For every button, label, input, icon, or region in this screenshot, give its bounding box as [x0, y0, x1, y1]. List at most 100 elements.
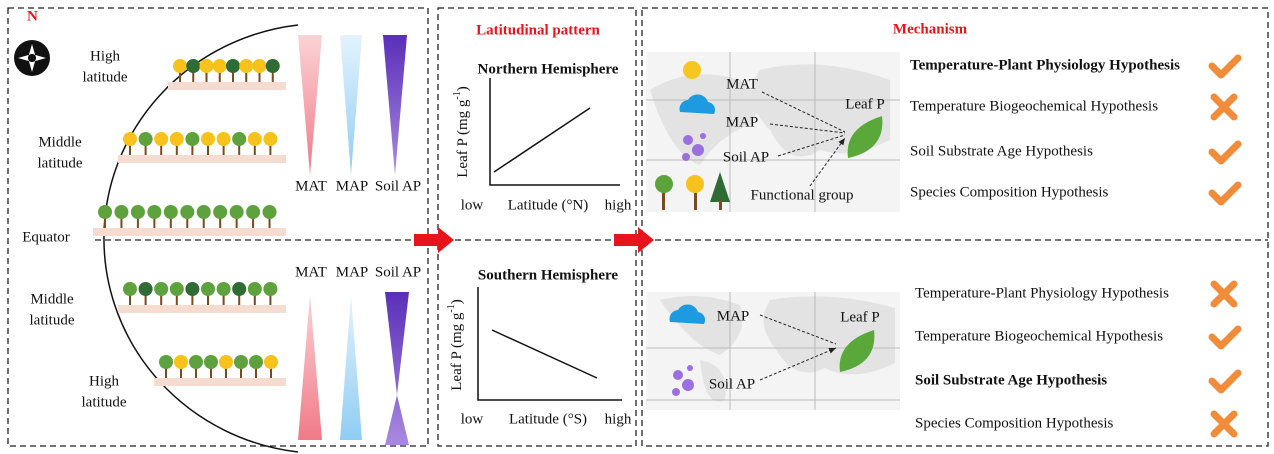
x-label: Latitude (°S)	[509, 411, 587, 427]
north-map: MAT MAP Soil AP Functional group Leaf P	[646, 52, 900, 212]
check-mark	[1208, 325, 1242, 350]
trunk	[160, 293, 163, 305]
crown	[216, 282, 231, 296]
trunk	[180, 366, 182, 378]
trunk	[218, 70, 221, 82]
trunk	[270, 366, 272, 378]
check-mark	[1208, 181, 1242, 206]
crown	[264, 355, 278, 369]
trunk	[175, 143, 178, 155]
trunk	[253, 143, 256, 155]
y-label: Leaf P (mg g-1)	[452, 86, 471, 178]
crown	[154, 282, 169, 296]
x-low: low	[461, 411, 484, 427]
trunk	[238, 143, 241, 155]
crown	[212, 59, 227, 73]
check-mark	[1208, 54, 1242, 79]
crown	[163, 205, 178, 219]
crown	[229, 205, 244, 219]
trunk	[225, 366, 227, 378]
crown	[114, 205, 129, 219]
crown	[201, 282, 215, 296]
crown	[180, 205, 195, 219]
driver-label: MAP	[717, 308, 750, 324]
crown	[247, 282, 262, 296]
trunk	[144, 143, 147, 155]
crown	[169, 282, 184, 296]
trunk	[232, 70, 234, 82]
ground	[168, 82, 286, 90]
crown	[201, 132, 215, 146]
driver-label: Soil AP	[375, 178, 421, 194]
driver-label: MAT	[295, 178, 327, 194]
trunk	[207, 143, 209, 155]
trunk	[136, 216, 139, 228]
crown	[246, 205, 261, 219]
trunk	[153, 216, 156, 228]
trunk	[238, 293, 241, 305]
target-label: Leaf P	[840, 309, 880, 325]
trunk	[120, 216, 123, 228]
trunk	[169, 216, 172, 228]
crown	[204, 355, 218, 369]
crown	[185, 132, 200, 146]
crown	[262, 205, 277, 219]
trunk	[129, 293, 131, 305]
panel-title: Mechanism	[893, 21, 968, 37]
target-label: Leaf P	[845, 96, 885, 112]
trunk	[240, 366, 242, 378]
trunk	[268, 216, 271, 228]
cross-mark	[1210, 410, 1238, 438]
hypothesis: Temperature Biogeochemical Hypothesis	[915, 328, 1163, 344]
trunk	[222, 143, 225, 155]
trunk	[144, 293, 147, 305]
driver-label: MAP	[336, 264, 369, 280]
trunk	[192, 70, 195, 82]
hypothesis: Temperature Biogeochemical Hypothesis	[910, 98, 1158, 114]
crown	[130, 205, 145, 219]
cross-mark	[1210, 280, 1238, 308]
trunk	[129, 143, 131, 155]
crown	[232, 132, 247, 146]
check-mark	[1208, 369, 1242, 394]
trunk	[269, 143, 272, 155]
crown	[219, 355, 233, 369]
crown	[173, 59, 187, 73]
crown	[169, 132, 184, 146]
crown	[98, 205, 112, 219]
crown	[234, 355, 248, 369]
lat-label: High	[90, 48, 121, 64]
ground	[93, 228, 286, 236]
panel-title: Latitudinal pattern	[476, 22, 600, 38]
driver-label: Functional group	[751, 187, 854, 203]
crown	[263, 282, 278, 296]
trunk	[104, 216, 106, 228]
plot-title: Southern Hemisphere	[478, 267, 618, 283]
driver-label: MAP	[726, 114, 759, 130]
plot-title: Northern Hemisphere	[478, 61, 619, 77]
trunk	[255, 366, 257, 378]
trunk	[205, 70, 208, 82]
compass-label: N	[27, 8, 38, 24]
crown	[138, 132, 153, 146]
x-label: Latitude (°N)	[508, 197, 589, 213]
trunk	[191, 293, 194, 305]
trunk	[210, 366, 212, 378]
driver-label: MAT	[726, 76, 758, 92]
trunk	[165, 366, 167, 378]
hypothesis: Temperature-Plant Physiology Hypothesis	[910, 57, 1180, 73]
crown	[159, 355, 173, 369]
crown	[174, 355, 188, 369]
crown	[138, 282, 153, 296]
crown	[154, 132, 169, 146]
trunk	[175, 293, 178, 305]
trunk	[179, 70, 181, 82]
check-mark	[1208, 140, 1242, 165]
trunk	[202, 216, 205, 228]
trunk	[253, 293, 256, 305]
crown	[239, 59, 254, 73]
crown	[263, 132, 278, 146]
crown	[232, 282, 247, 296]
lat-label: Equator	[22, 229, 69, 245]
